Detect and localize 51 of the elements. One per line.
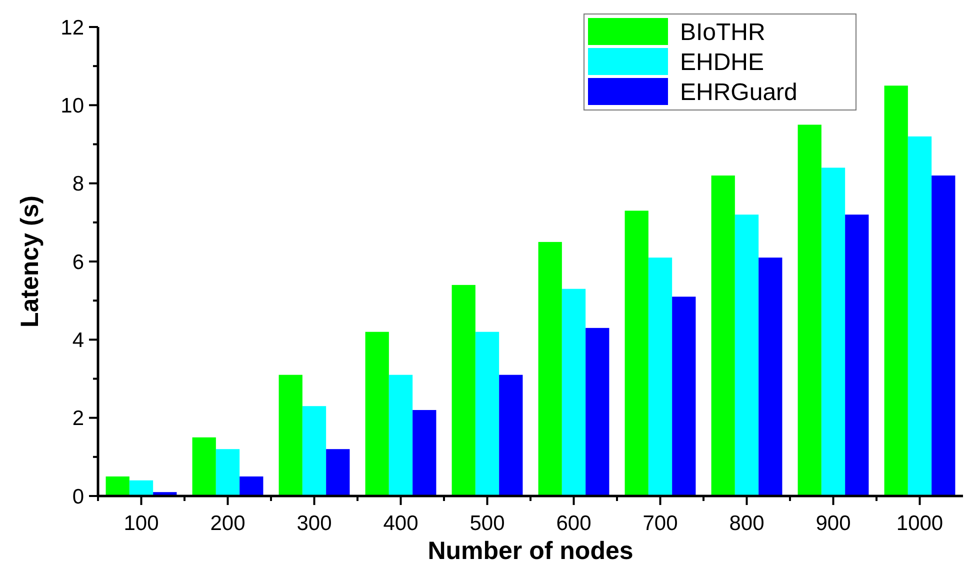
bar — [388, 374, 413, 496]
y-axis-title: Latency (s) — [16, 196, 44, 328]
bar — [278, 374, 302, 496]
x-tick-label: 200 — [210, 512, 246, 535]
y-tick-label: 2 — [72, 407, 84, 430]
bar — [648, 258, 672, 496]
bar — [932, 176, 956, 496]
bar — [624, 210, 648, 496]
bar — [884, 86, 908, 496]
y-tick-label: 8 — [72, 172, 84, 196]
y-tick-label: 12 — [60, 16, 84, 40]
bar — [562, 288, 586, 496]
bar — [711, 176, 735, 496]
bar — [499, 374, 523, 496]
bar — [106, 476, 130, 496]
y-tick-label: 10 — [60, 94, 84, 118]
bar — [821, 168, 846, 496]
x-tick-label: 900 — [816, 512, 851, 535]
x-tick-label: 400 — [383, 512, 418, 535]
legend-label: EHRGuard — [680, 79, 798, 106]
bar — [538, 242, 562, 496]
y-tick-label: 6 — [72, 250, 84, 274]
bar — [129, 480, 154, 496]
bar — [302, 406, 326, 496]
y-tick-label: 4 — [72, 329, 84, 352]
legend-label: BIoTHR — [680, 19, 766, 46]
bar — [326, 449, 350, 496]
bar — [365, 332, 389, 496]
bar — [586, 328, 610, 496]
x-tick-label: 800 — [729, 512, 764, 535]
legend-label: EHDHE — [680, 49, 764, 76]
x-axis-title: Number of nodes — [428, 537, 634, 565]
bar — [240, 476, 264, 496]
x-tick-label: 700 — [642, 512, 678, 535]
y-tick-label: 0 — [72, 485, 84, 508]
bar — [192, 437, 216, 496]
bar — [412, 410, 436, 496]
bar — [734, 214, 759, 496]
bar — [216, 449, 240, 496]
x-tick-label: 100 — [124, 512, 159, 535]
bar — [845, 214, 869, 496]
x-tick-label: 600 — [556, 512, 592, 535]
bar — [798, 124, 822, 496]
bar — [908, 136, 932, 496]
bar — [672, 296, 696, 496]
bar — [452, 284, 476, 496]
x-tick-label: 1000 — [896, 512, 944, 535]
bar — [758, 258, 782, 496]
x-tick-label: 300 — [296, 512, 332, 535]
x-tick-label: 500 — [470, 512, 505, 535]
bar — [475, 332, 500, 496]
